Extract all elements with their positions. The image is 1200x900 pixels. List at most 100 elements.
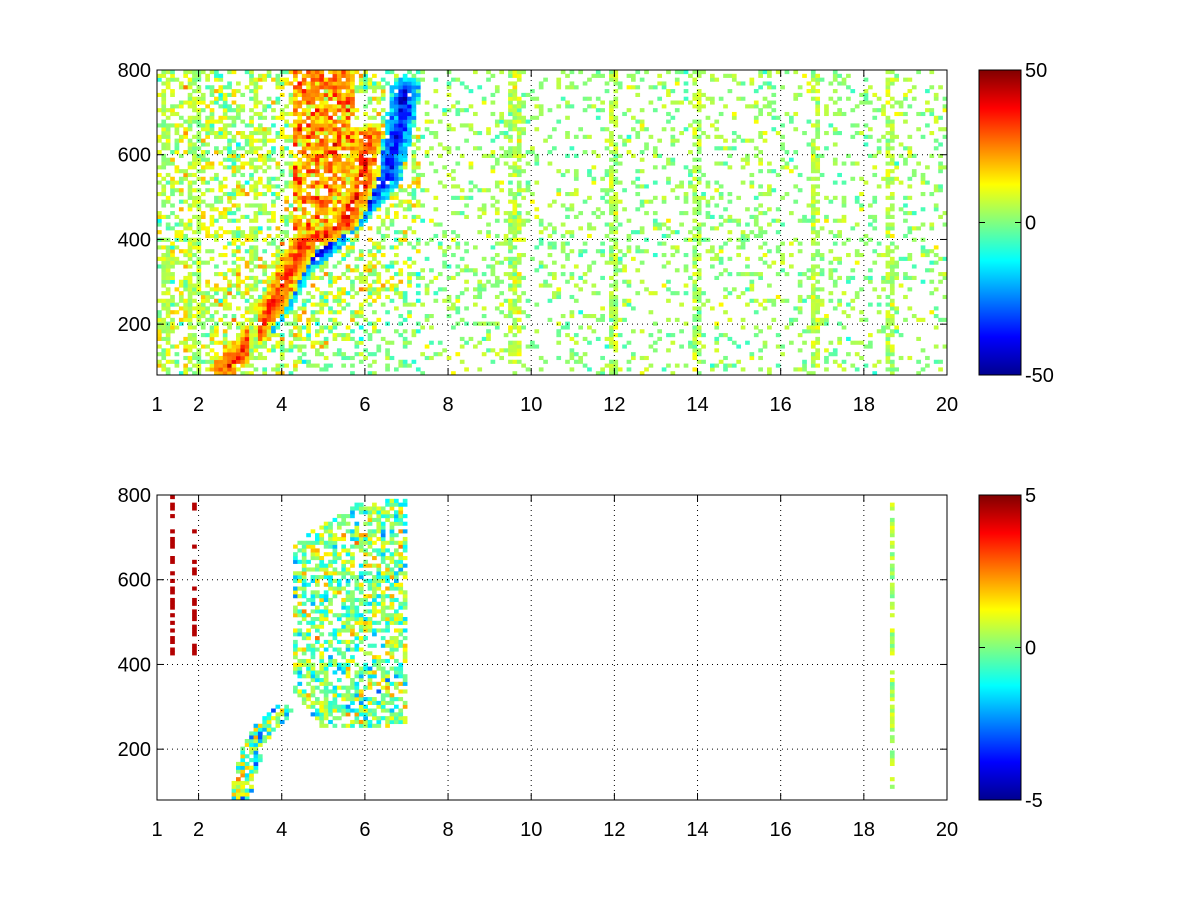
heatmap-cell (218, 161, 224, 166)
heatmap-cell (306, 115, 311, 120)
heatmap-cell (828, 199, 834, 204)
heatmap-cell (595, 70, 601, 75)
heatmap-cell (780, 123, 785, 128)
heatmap-cell (231, 283, 237, 288)
heatmap-cell (547, 134, 553, 139)
heatmap-cell (424, 153, 430, 158)
heatmap-cell (345, 100, 351, 105)
heatmap-cell (187, 180, 193, 185)
heatmap-cell (516, 73, 522, 78)
heatmap-cell (332, 96, 338, 101)
heatmap-cell (402, 199, 408, 204)
heatmap-cell (876, 241, 882, 246)
heatmap-cell (187, 195, 193, 200)
heatmap-cell (236, 108, 241, 113)
heatmap-cell (863, 317, 869, 322)
heatmap-cell (284, 302, 289, 307)
heatmap-cell (341, 81, 347, 86)
heatmap-cell (595, 214, 601, 219)
heatmap-cell (565, 253, 570, 258)
heatmap-cell (565, 333, 570, 338)
heatmap-cell (696, 294, 702, 300)
heatmap-cell (635, 70, 641, 75)
heatmap-cell (534, 161, 540, 166)
heatmap-cell (841, 325, 847, 330)
heatmap-cell (793, 199, 799, 204)
heatmap-cell (516, 317, 522, 322)
heatmap-cell (328, 92, 333, 97)
heatmap-cell (538, 85, 544, 90)
heatmap-cell (916, 161, 921, 166)
heatmap-cell (652, 180, 658, 185)
heatmap-cell (240, 165, 246, 170)
heatmap-cell (674, 100, 680, 105)
heatmap-cell (446, 108, 452, 113)
heatmap-cell (674, 138, 680, 143)
heatmap-cell (512, 172, 518, 178)
heatmap-cell (613, 115, 619, 120)
heatmap-cell (569, 203, 575, 208)
heatmap-cell (310, 81, 316, 86)
heatmap-cell (477, 131, 483, 136)
heatmap-cell (192, 195, 197, 200)
heatmap-cell (394, 92, 399, 97)
heatmap-cell (214, 119, 219, 124)
heatmap-cell (512, 199, 518, 204)
heatmap-cell (244, 363, 250, 368)
heatmap-cell (789, 317, 794, 322)
heatmap-cell (552, 146, 557, 151)
heatmap-cell (266, 348, 272, 353)
heatmap-cell (868, 268, 873, 273)
heatmap-cell (249, 268, 254, 273)
heatmap-cell (328, 283, 333, 288)
heatmap-cell (358, 203, 364, 208)
heatmap-cell (494, 241, 500, 246)
heatmap-cell (376, 294, 382, 300)
heatmap-cell (222, 96, 228, 101)
heatmap-cell (573, 352, 579, 357)
heatmap-cell (683, 211, 689, 216)
heatmap-cell (341, 287, 347, 292)
heatmap-cell (894, 73, 900, 78)
heatmap-cell (328, 329, 333, 334)
heatmap-cell (701, 104, 706, 109)
heatmap-cell (810, 359, 816, 364)
heatmap-cell (661, 222, 667, 227)
heatmap-cell (288, 283, 294, 288)
heatmap-cell (516, 138, 522, 143)
heatmap-cell (262, 249, 268, 254)
heatmap-cell (332, 108, 338, 113)
heatmap-cell (473, 184, 478, 189)
heatmap-cell (508, 214, 513, 219)
heatmap-cell (323, 264, 329, 269)
heatmap-cell (815, 199, 821, 204)
heatmap-cell (336, 321, 342, 326)
heatmap-cell (376, 150, 382, 155)
heatmap-cell (165, 131, 171, 136)
heatmap-cell (758, 245, 763, 250)
heatmap-cell (306, 134, 311, 139)
heatmap-cell (916, 359, 921, 364)
heatmap-cell (508, 340, 513, 345)
heatmap-cell (911, 226, 917, 231)
heatmap-cell (253, 77, 259, 82)
heatmap-cell (516, 294, 522, 300)
heatmap-cell (301, 241, 307, 246)
heatmap-cell (797, 298, 803, 303)
heatmap-cell (613, 314, 619, 319)
heatmap-cell (407, 131, 412, 136)
heatmap-cell (279, 256, 285, 261)
heatmap-cell (565, 100, 570, 105)
heatmap-cell (236, 359, 241, 364)
heatmap-cell (354, 85, 360, 90)
heatmap-cell (394, 214, 399, 219)
heatmap-cell (925, 363, 930, 368)
heatmap-cell (161, 279, 167, 284)
heatmap-cell (394, 184, 399, 189)
heatmap-cell (161, 275, 167, 280)
heatmap-cell (696, 199, 702, 204)
heatmap-cell (841, 218, 847, 223)
heatmap-cell (161, 260, 167, 265)
heatmap-cell (227, 321, 232, 326)
heatmap-cell (398, 138, 404, 143)
